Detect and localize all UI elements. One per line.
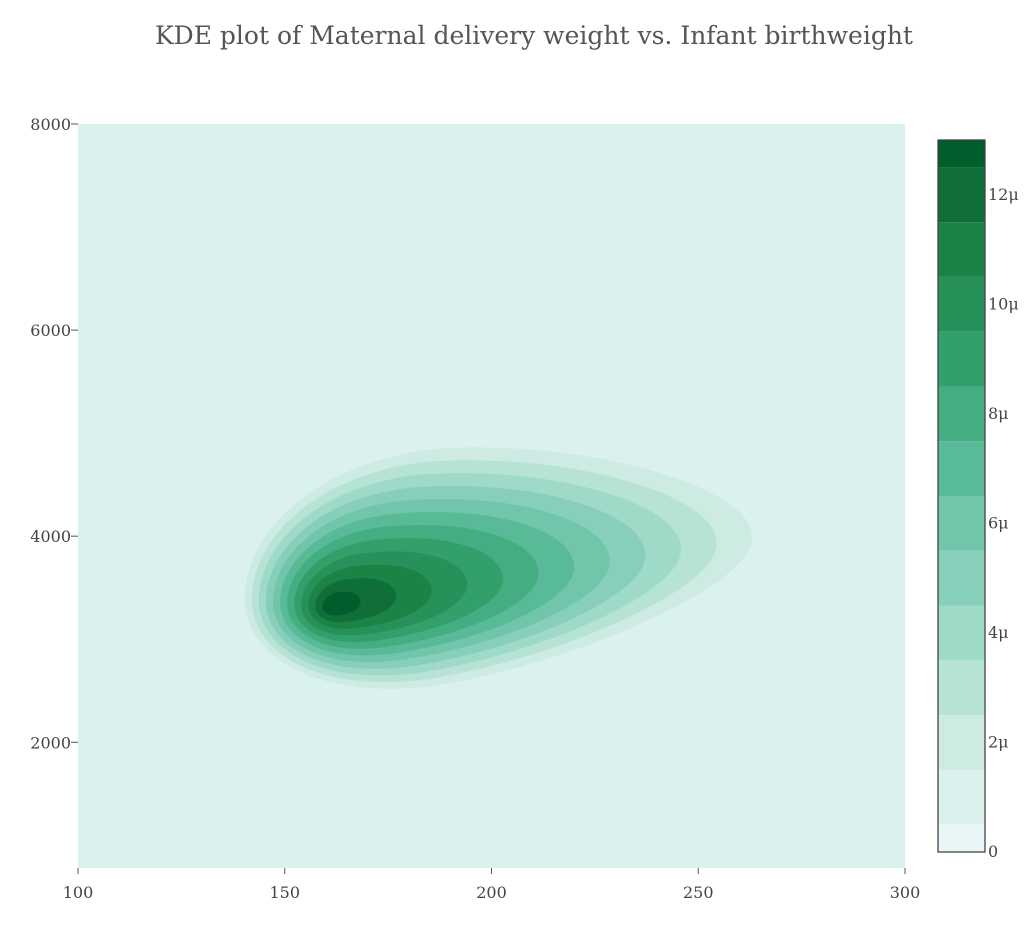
contour-band-13 — [322, 591, 361, 616]
y-tick-label: 6000 — [30, 321, 71, 340]
colorbar-segment — [938, 824, 985, 852]
y-axis: 2000 4000 6000 8000 — [30, 115, 78, 752]
colorbar-segment — [938, 715, 985, 770]
x-tick-label: 200 — [476, 883, 507, 902]
x-tick-label: 100 — [63, 883, 94, 902]
x-tick-label: 300 — [890, 883, 921, 902]
colorbar-tick-label: 12μ — [988, 185, 1019, 204]
colorbar-segment — [938, 441, 985, 496]
x-axis: 100 150 200 250 300 — [63, 868, 921, 902]
x-tick-label: 150 — [269, 883, 300, 902]
colorbar-segment — [938, 331, 985, 387]
colorbar-segment — [938, 496, 985, 551]
colorbar-segment — [938, 605, 985, 661]
colorbar-segment — [938, 167, 985, 223]
colorbar-tick-label: 8μ — [988, 404, 1009, 423]
y-tick-label: 2000 — [30, 733, 71, 752]
y-tick-label: 8000 — [30, 115, 71, 134]
colorbar-tick-label: 10μ — [988, 294, 1019, 313]
colorbar: 0 2μ 4μ 6μ 8μ 10μ 12μ — [937, 139, 1019, 861]
colorbar-tick-label: 4μ — [988, 623, 1009, 642]
colorbar-segment — [938, 222, 985, 277]
y-tick-label: 4000 — [30, 527, 71, 546]
chart-title: KDE plot of Maternal delivery weight vs.… — [155, 21, 913, 50]
colorbar-outline — [937, 139, 986, 853]
colorbar-segment — [938, 769, 985, 825]
x-tick-label: 250 — [683, 883, 714, 902]
density-contours — [237, 434, 788, 696]
colorbar-segment — [938, 550, 985, 606]
colorbar-tick-label: 0 — [988, 842, 998, 861]
colorbar-tick-label: 2μ — [988, 732, 1009, 751]
colorbar-segment — [938, 276, 985, 332]
colorbar-segment — [938, 140, 985, 168]
colorbar-tick-label: 6μ — [988, 513, 1009, 532]
colorbar-segment — [938, 386, 985, 442]
colorbar-segment — [938, 660, 985, 716]
